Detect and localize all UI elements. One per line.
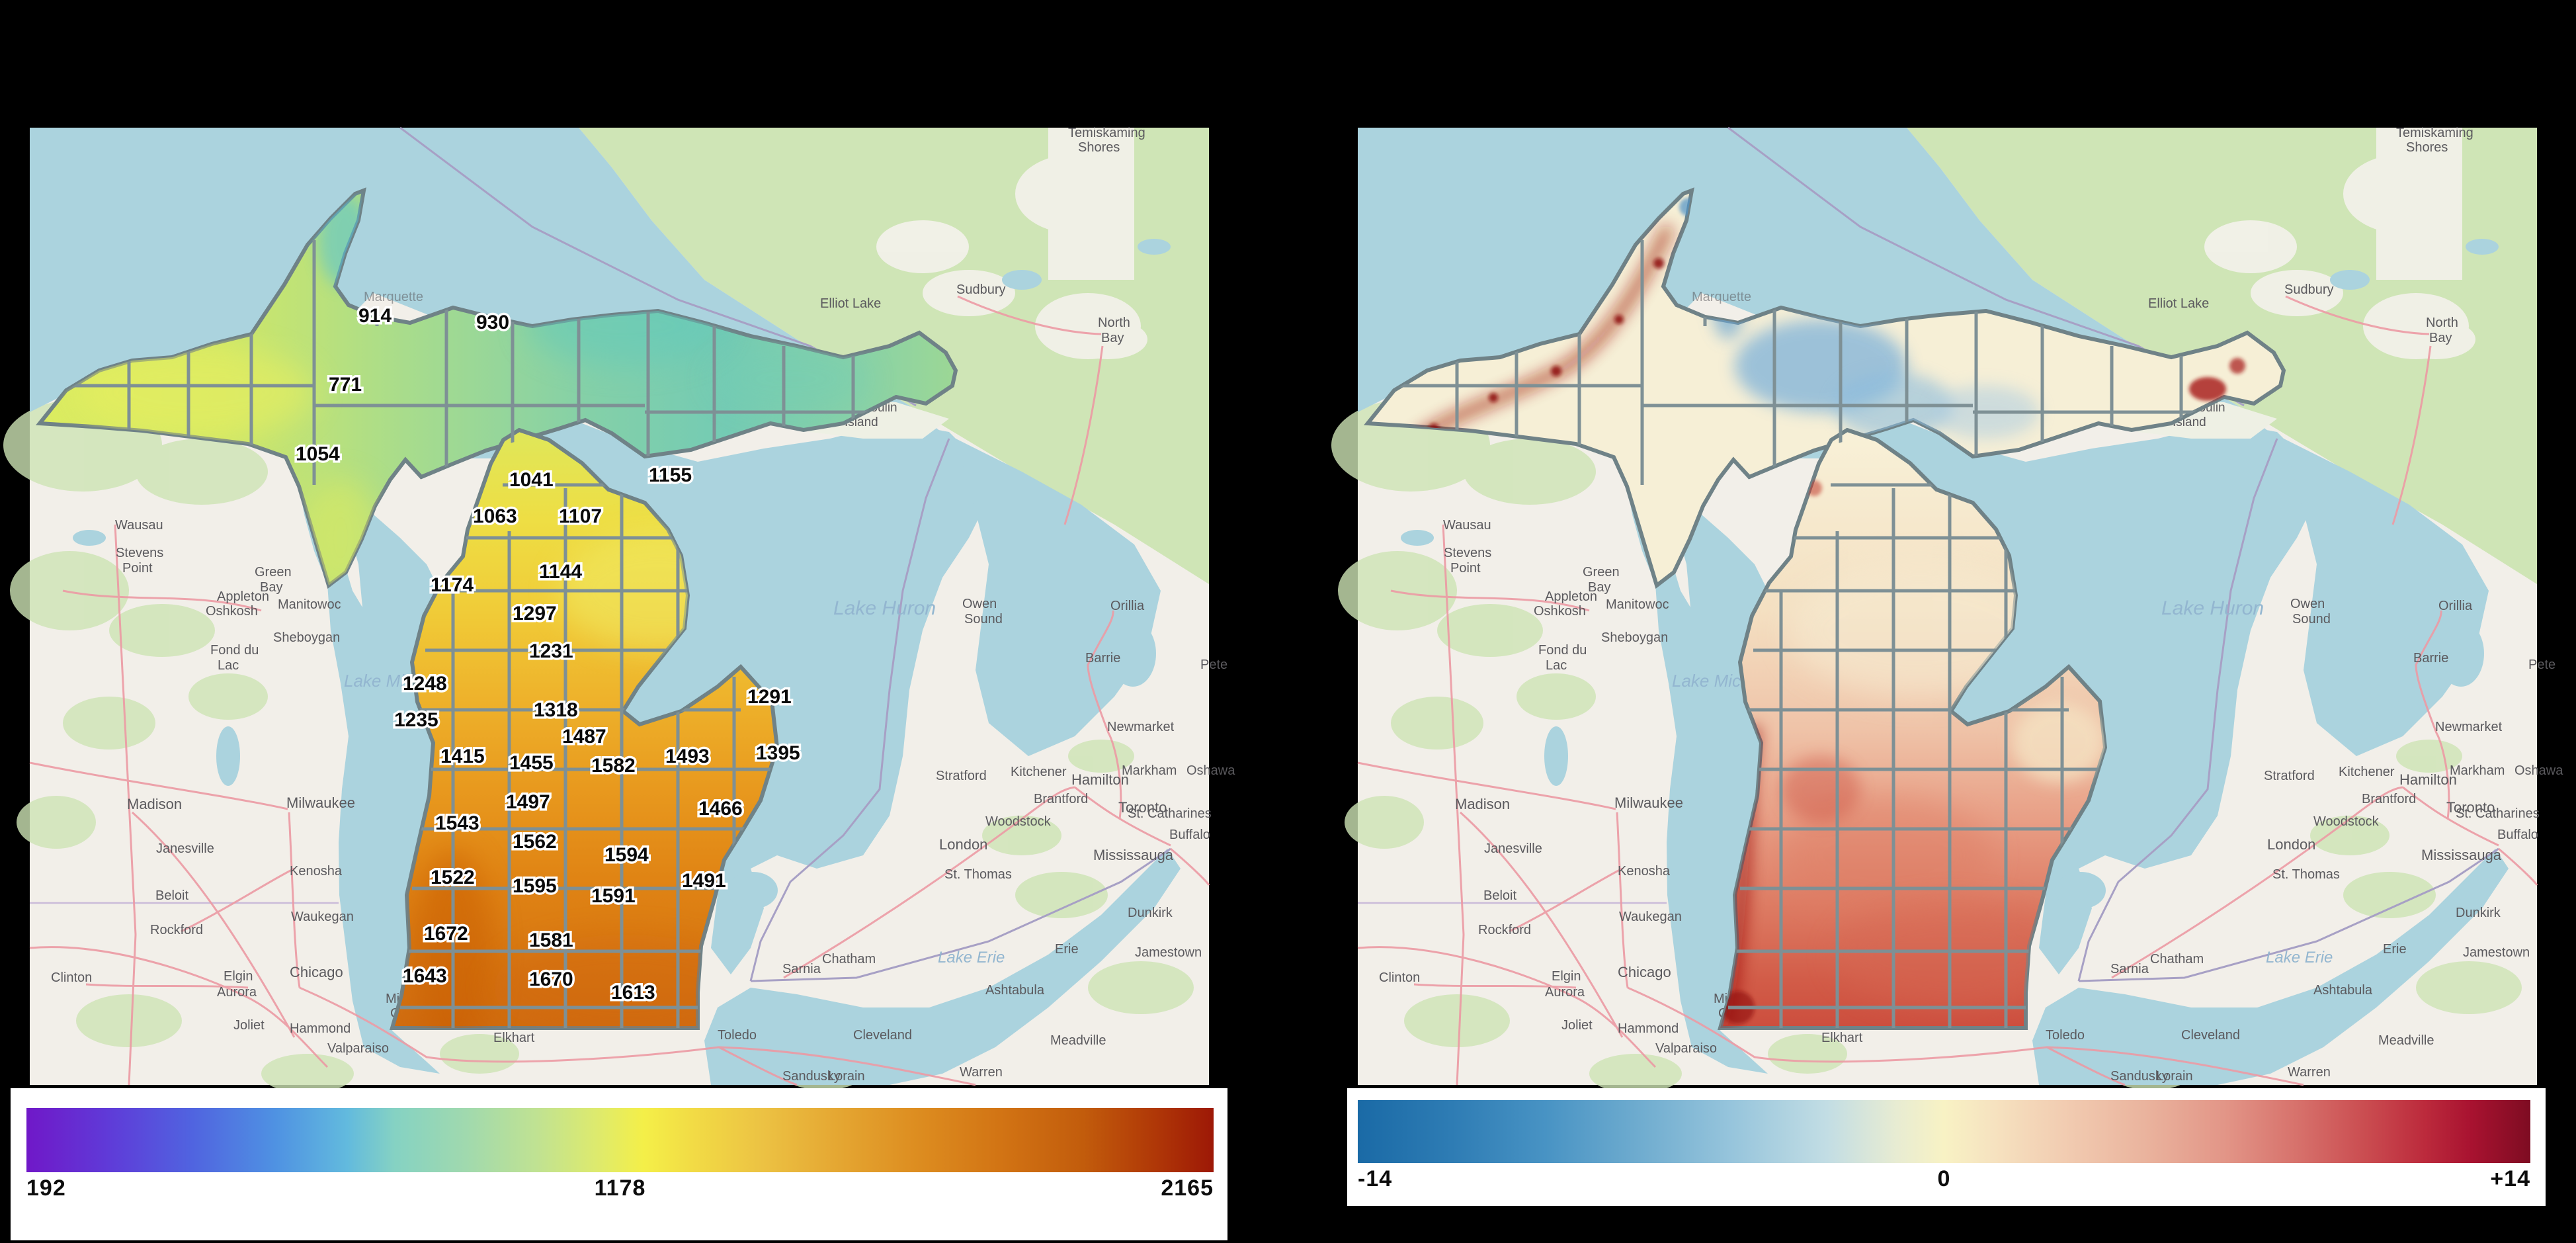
county-value-label: 1487 xyxy=(562,726,606,748)
county-value-label: 1522 xyxy=(431,867,475,888)
county-value-label: 1581 xyxy=(529,929,573,951)
colorbar-min-label: -14 xyxy=(1358,1166,1393,1191)
county-value-label: 1493 xyxy=(665,746,710,767)
colorbar-max-label: 2165 xyxy=(1161,1176,1214,1201)
county-value-label: 1643 xyxy=(403,965,447,987)
colorbar-max-label: +14 xyxy=(2490,1166,2530,1191)
gdd-departure-map xyxy=(1330,124,2565,1095)
michigan-overlay-right xyxy=(1368,191,2284,1028)
county-value-label: 1582 xyxy=(591,755,636,777)
county-value-label: 1562 xyxy=(513,831,557,853)
county-value-label: 1297 xyxy=(513,603,557,624)
departure-colorbar xyxy=(1358,1100,2530,1163)
county-value-label: 1672 xyxy=(424,923,468,945)
colorbar-mid-label: 1178 xyxy=(594,1176,646,1201)
county-value-label: 930 xyxy=(476,312,509,333)
county-value-label: 1491 xyxy=(682,870,726,892)
county-value-label: 1291 xyxy=(747,686,792,708)
county-value-label: 1395 xyxy=(756,742,800,764)
county-value-label: 1591 xyxy=(591,885,636,907)
county-value-label: 1318 xyxy=(534,699,578,721)
colorbar-min-label: 192 xyxy=(26,1176,66,1201)
gdd-accumulation-map: 914 930 771 1054 1041 1155 1063 1107 1144 1174 129… xyxy=(2,124,1237,1095)
colorbar-mid-label: 0 xyxy=(1937,1166,1951,1191)
county-value-label: 1107 xyxy=(559,505,602,527)
county-value-label: 771 xyxy=(329,374,362,396)
county-value-label: 1248 xyxy=(403,673,447,695)
county-value-label: 1613 xyxy=(611,982,655,1004)
county-value-label: 1054 xyxy=(296,443,340,465)
county-value-label: 1415 xyxy=(440,746,485,767)
left-colorbar-panel: 192 1178 2165 xyxy=(11,1088,1227,1240)
county-value-label: 1595 xyxy=(513,875,557,897)
county-value-label: 1174 xyxy=(431,574,474,596)
county-value-label: 1455 xyxy=(509,752,554,774)
county-value-label: 1063 xyxy=(473,505,517,527)
county-value-label: 1670 xyxy=(529,968,573,990)
county-value-label: 1041 xyxy=(509,469,554,491)
county-value-label: 1231 xyxy=(529,640,573,662)
county-value-label: 1155 xyxy=(649,464,692,486)
county-value-label: 1594 xyxy=(604,844,649,866)
county-value-label: 1497 xyxy=(506,791,550,813)
county-value-labels: 914 930 771 1054 1041 1155 1063 1107 1144 1174 129… xyxy=(294,303,803,1006)
county-value-label: 1235 xyxy=(394,709,438,731)
county-value-label: 914 xyxy=(358,305,392,327)
county-value-label: 1466 xyxy=(698,798,743,820)
gdd-colorbar xyxy=(26,1108,1214,1172)
right-colorbar-panel: -14 0 +14 xyxy=(1347,1088,2546,1206)
county-value-label: 1144 xyxy=(539,561,582,583)
county-value-label: 1543 xyxy=(435,812,479,834)
